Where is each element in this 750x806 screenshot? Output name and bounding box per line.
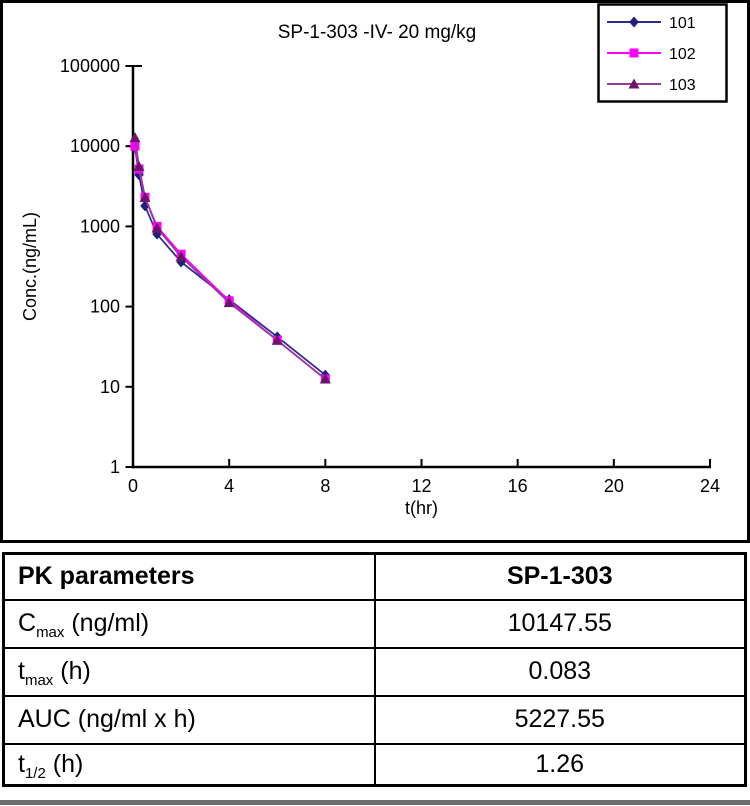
y-axis-tick-label: 10 [100, 377, 120, 397]
cmax-label-base: C [18, 609, 37, 637]
x-axis-tick-label: 16 [508, 476, 528, 496]
tmax-label: tmax (h) [2, 646, 376, 697]
x-axis-tick-label: 20 [604, 476, 624, 496]
auc-label-base: AUC [18, 705, 71, 733]
legend-marker-103 [628, 78, 640, 89]
table-row-tmax: tmax (h) 0.083 [2, 646, 747, 697]
tmax-label-unit: (h) [53, 657, 91, 685]
cmax-value: 10147.55 [373, 598, 747, 649]
series-marker-103 [175, 251, 187, 262]
y-axis-tick-label: 1000 [80, 216, 120, 236]
x-axis-tick-label: 24 [700, 476, 720, 496]
cmax-label-sub: max [36, 624, 65, 641]
thalf-label: t1/2 (h) [2, 742, 376, 787]
x-axis-tick-label: 4 [224, 476, 234, 496]
auc-label-unit: (ng/ml x h) [70, 705, 196, 733]
thalf-label-unit: (h) [45, 749, 84, 778]
series-marker-103 [319, 373, 331, 384]
pk-concentration-chart: SP-1-303 -IV- 20 mg/kg 1 10 100 1000 10000 100… [0, 0, 750, 543]
legend-marker-101 [629, 16, 639, 28]
tmax-value: 0.083 [373, 646, 747, 697]
pk-parameters-table: PK parameters SP-1-303 Cmax (ng/ml) 1014… [2, 552, 747, 787]
compound-header: SP-1-303 [373, 552, 747, 601]
series-marker-103 [271, 334, 283, 345]
legend-marker-102 [629, 48, 639, 58]
y-axis-tick-label: 100 [90, 297, 120, 317]
y-axis-tick-label: 1 [110, 457, 120, 477]
series-marker-103 [129, 132, 141, 143]
table-row-auc: AUC (ng/ml x h) 5227.55 [2, 694, 747, 745]
x-axis-label: t(hr) [405, 498, 438, 518]
cmax-label-unit: (ng/ml) [64, 609, 150, 637]
thalf-label-sub: 1/2 [24, 764, 46, 782]
thalf-label-base: t [18, 749, 25, 778]
y-axis-tick-label: 100000 [60, 56, 120, 76]
table-row-thalf: t1/2 (h) 1.26 [2, 742, 747, 787]
pk-parameters-header: PK parameters [2, 552, 376, 601]
y-axis-label: Conc.(ng/mL) [20, 212, 40, 321]
table-header-row: PK parameters SP-1-303 [2, 552, 747, 601]
series-line-101 [134, 147, 326, 376]
series-marker-103 [151, 222, 163, 233]
thalf-value: 1.26 [373, 742, 747, 787]
legend-label-101: 101 [669, 15, 696, 32]
y-axis-tick-label: 10000 [70, 136, 120, 156]
auc-value: 5227.55 [373, 694, 747, 745]
table-row-cmax: Cmax (ng/ml) 10147.55 [2, 598, 747, 649]
x-axis-tick-label: 8 [320, 476, 330, 496]
legend-label-102: 102 [669, 46, 696, 63]
x-axis-tick-label: 0 [128, 476, 138, 496]
cmax-label: Cmax (ng/ml) [2, 598, 376, 649]
bottom-edge-strip [0, 800, 750, 805]
auc-label: AUC (ng/ml x h) [2, 694, 376, 745]
x-axis-tick-label: 12 [411, 476, 431, 496]
chart-title: SP-1-303 -IV- 20 mg/kg [278, 22, 477, 43]
series-marker-103 [133, 160, 145, 171]
series-marker-103 [223, 297, 235, 308]
series-line-103 [134, 137, 326, 380]
series-marker-103 [139, 191, 151, 202]
tmax-label-sub: max [24, 672, 54, 689]
series-marker-102 [130, 141, 140, 151]
legend-label-103: 103 [669, 77, 696, 94]
pk-chart-panel: SP-1-303 -IV- 20 mg/kg 1 10 100 1000 10000 100… [0, 0, 750, 543]
series-marker-101 [140, 200, 150, 212]
tmax-label-base: t [18, 657, 25, 685]
